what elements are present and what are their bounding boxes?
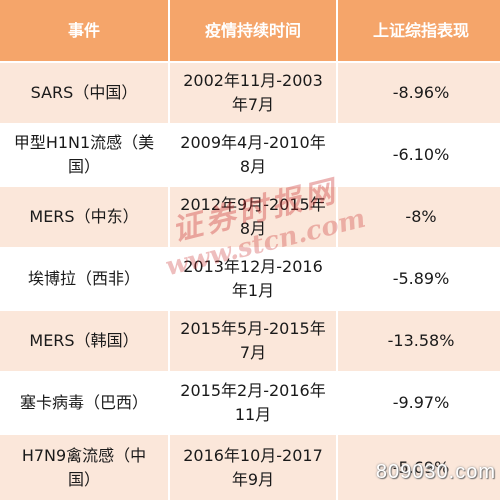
row-1-performance: -8.96% (338, 63, 500, 123)
header-index-performance: 上证综指表现 (338, 0, 500, 61)
row-6-duration: 2015年2月-2016年 11月 (170, 373, 336, 433)
row-2-event: 甲型H1N1流感（美 国） (0, 125, 168, 185)
site-watermark: 809030.com (375, 461, 496, 483)
row-4-event: 埃博拉（西非） (0, 249, 168, 309)
row-2-duration: 2009年4月-2010年 8月 (170, 125, 336, 185)
row-4-performance: -5.89% (338, 249, 500, 309)
row-7-duration: 2016年10月-2017 年9月 (170, 435, 336, 500)
row-5-performance: -13.58% (338, 311, 500, 371)
row-7-event: H7N9禽流感（中 国） (0, 435, 168, 500)
row-5-event: MERS（韩国） (0, 311, 168, 371)
row-3-duration: 2012年9月-2015年 8月 (170, 187, 336, 247)
row-6-event: 塞卡病毒（巴西） (0, 373, 168, 433)
row-3-performance: -8% (338, 187, 500, 247)
header-event: 事件 (0, 0, 168, 61)
row-4-duration: 2013年12月-2016 年1月 (170, 249, 336, 309)
row-1-duration: 2002年11月-2003 年7月 (170, 63, 336, 123)
row-2-performance: -6.10% (338, 125, 500, 185)
row-1-event: SARS（中国） (0, 63, 168, 123)
header-duration: 疫情持续时间 (170, 0, 336, 61)
row-6-performance: -9.97% (338, 373, 500, 433)
row-3-event: MERS（中东） (0, 187, 168, 247)
row-5-duration: 2015年5月-2015年 7月 (170, 311, 336, 371)
